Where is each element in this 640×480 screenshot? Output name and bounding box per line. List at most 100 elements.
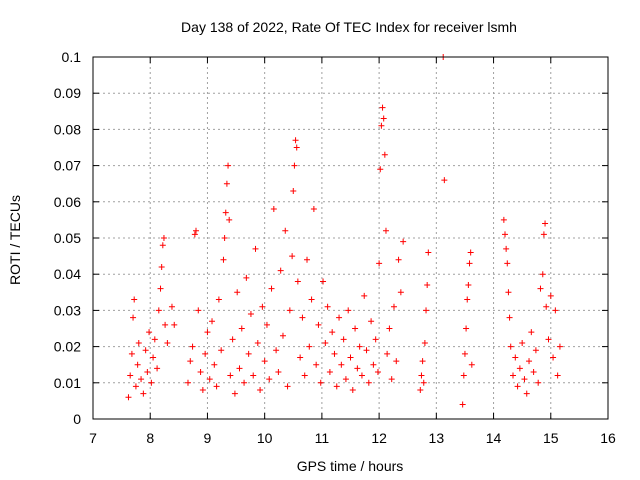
data-point bbox=[345, 307, 352, 314]
data-point bbox=[424, 282, 431, 289]
data-point bbox=[286, 307, 293, 314]
data-point bbox=[379, 104, 386, 111]
data-point bbox=[261, 358, 268, 365]
data-point bbox=[322, 339, 329, 346]
data-point bbox=[336, 314, 343, 321]
data-point bbox=[545, 336, 552, 343]
data-point bbox=[459, 401, 466, 408]
data-point bbox=[464, 296, 471, 303]
data-point bbox=[384, 350, 391, 357]
data-point bbox=[148, 379, 155, 386]
data-point bbox=[134, 361, 141, 368]
data-point bbox=[516, 365, 523, 372]
data-point bbox=[463, 325, 470, 332]
data-point bbox=[204, 329, 211, 336]
data-point bbox=[503, 245, 510, 252]
data-point bbox=[157, 285, 164, 292]
data-point bbox=[370, 361, 377, 368]
data-point bbox=[138, 376, 145, 383]
data-point bbox=[211, 361, 218, 368]
data-point bbox=[519, 339, 526, 346]
data-point bbox=[461, 350, 468, 357]
data-point bbox=[209, 318, 216, 325]
data-point bbox=[539, 271, 546, 278]
data-point bbox=[162, 321, 169, 328]
data-point bbox=[259, 303, 266, 310]
y-tick-label: 0.03 bbox=[54, 302, 81, 318]
data-point bbox=[277, 267, 284, 274]
data-point bbox=[222, 209, 229, 216]
data-point bbox=[331, 350, 338, 357]
data-point bbox=[290, 187, 297, 194]
data-point bbox=[556, 343, 563, 350]
data-point bbox=[326, 368, 333, 375]
data-point bbox=[465, 282, 472, 289]
data-point bbox=[532, 347, 539, 354]
data-point bbox=[187, 358, 194, 365]
data-point bbox=[206, 376, 213, 383]
data-point bbox=[250, 372, 257, 379]
data-point bbox=[507, 343, 514, 350]
data-point bbox=[306, 343, 313, 350]
data-point bbox=[195, 307, 202, 314]
data-point bbox=[225, 162, 232, 169]
data-point bbox=[386, 325, 393, 332]
data-point bbox=[144, 368, 151, 375]
data-point bbox=[289, 253, 296, 260]
data-point bbox=[320, 278, 327, 285]
data-point bbox=[363, 347, 370, 354]
data-point bbox=[308, 296, 315, 303]
data-point bbox=[547, 292, 554, 299]
data-point bbox=[243, 274, 250, 281]
data-point bbox=[223, 180, 230, 187]
data-point bbox=[164, 339, 171, 346]
y-axis-label: ROTI / TECUs bbox=[7, 195, 23, 285]
data-point bbox=[502, 231, 508, 238]
data-point bbox=[234, 289, 241, 296]
y-tick-label: 0.1 bbox=[62, 49, 82, 65]
data-point bbox=[199, 387, 206, 394]
data-point bbox=[466, 260, 473, 267]
data-point bbox=[202, 350, 209, 357]
y-tick-label: 0.07 bbox=[54, 158, 81, 174]
data-point bbox=[349, 387, 356, 394]
y-tick-label: 0.09 bbox=[54, 85, 81, 101]
axis-ticks: 7 8 9 10 11 12 13 14 15 16 0 0.01 0.02 0.03 0.04 0.05 0.… bbox=[54, 49, 616, 446]
data-point bbox=[535, 379, 542, 386]
data-point bbox=[340, 336, 347, 343]
data-point bbox=[220, 256, 227, 263]
data-point bbox=[257, 387, 264, 394]
data-point bbox=[372, 336, 379, 343]
data-points bbox=[125, 54, 563, 408]
data-point bbox=[263, 321, 270, 328]
data-point bbox=[552, 307, 559, 314]
data-point bbox=[356, 343, 363, 350]
data-point bbox=[419, 358, 426, 365]
data-point bbox=[395, 256, 402, 263]
data-point bbox=[528, 329, 535, 336]
data-point bbox=[338, 361, 345, 368]
x-axis-label: GPS time / hours bbox=[297, 458, 404, 474]
data-point bbox=[417, 387, 424, 394]
data-point bbox=[526, 358, 533, 365]
data-point bbox=[241, 379, 248, 386]
data-point bbox=[268, 285, 275, 292]
data-point bbox=[155, 307, 162, 314]
y-tick-label: 0.05 bbox=[54, 230, 81, 246]
data-point bbox=[184, 379, 191, 386]
data-point bbox=[540, 231, 547, 238]
data-point bbox=[514, 383, 521, 390]
data-point bbox=[530, 368, 537, 375]
data-point bbox=[468, 361, 475, 368]
data-point bbox=[543, 303, 550, 310]
data-point bbox=[377, 166, 384, 173]
data-point bbox=[227, 372, 234, 379]
grid-lines bbox=[93, 57, 608, 419]
data-point bbox=[467, 249, 474, 256]
plot-frame bbox=[92, 56, 609, 420]
data-point bbox=[292, 137, 299, 144]
data-point bbox=[275, 368, 282, 375]
data-point bbox=[333, 383, 340, 390]
data-point bbox=[315, 321, 322, 328]
y-tick-label: 0.01 bbox=[54, 375, 81, 391]
